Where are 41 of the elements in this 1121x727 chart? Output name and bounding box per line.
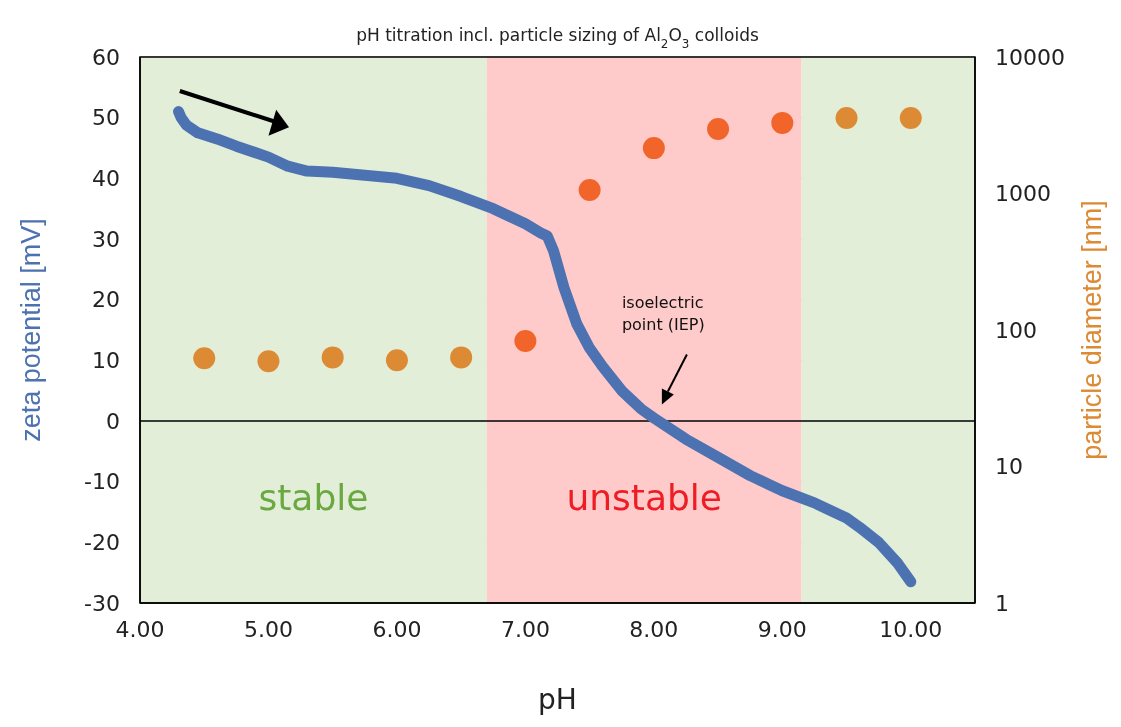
x-tick-label: 4.00 [115, 616, 165, 642]
y-tick-label: 50 [92, 105, 120, 131]
y-tick-label: 60 [92, 44, 120, 70]
chart-title: pH titration incl. particle sizing of Al$_{2}$O$_{3}$ colloids [356, 25, 759, 51]
x-tick-label: 9.00 [757, 616, 807, 642]
band-label: stable [258, 477, 369, 519]
y-tick-label: 20 [92, 287, 120, 313]
x-tick-label: 7.00 [500, 616, 550, 642]
y2-tick-label: 1 [995, 590, 1009, 616]
y-tick-label: -30 [84, 590, 120, 616]
y2-tick-label: 100 [995, 317, 1037, 343]
x-tick-label: 5.00 [243, 616, 293, 642]
y2-tick-label: 1000 [995, 181, 1051, 207]
y-tick-label: -20 [84, 530, 120, 556]
point [771, 111, 794, 134]
band-label: unstable [566, 477, 722, 519]
point [642, 137, 665, 160]
y-tick-label: 30 [92, 226, 120, 252]
x-tick-label: 8.00 [629, 616, 679, 642]
x-tick-label: 10.00 [879, 616, 943, 642]
y-axis-title: zeta potential [mV] [15, 218, 46, 442]
y2-axis-title: particle diameter [nm] [1076, 200, 1107, 460]
point [835, 107, 858, 130]
point [450, 346, 473, 369]
point [193, 347, 216, 370]
point [514, 330, 537, 353]
point [385, 349, 408, 372]
y-tick-label: 40 [92, 166, 120, 192]
y-tick-label: 0 [106, 408, 120, 434]
point [578, 179, 601, 202]
x-axis-title: pH [538, 683, 577, 716]
point [321, 346, 344, 369]
y2-tick-label: 10 [995, 454, 1023, 480]
y2-tick-label: 10000 [995, 44, 1065, 70]
point [707, 117, 730, 140]
y-tick-label: 10 [92, 348, 120, 374]
annotation: isoelectric point (IEP) [621, 293, 705, 335]
point [257, 350, 280, 373]
x-tick-label: 6.00 [372, 616, 422, 642]
y-tick-label: -10 [84, 469, 120, 495]
point [899, 107, 922, 130]
